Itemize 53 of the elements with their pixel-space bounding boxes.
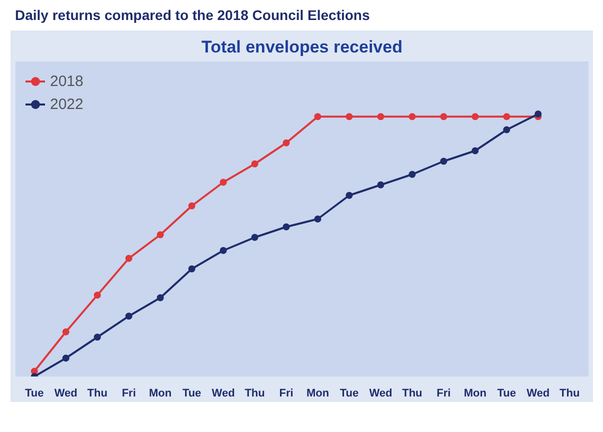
x-tick-label: Thu bbox=[244, 388, 265, 400]
point bbox=[346, 113, 353, 120]
x-tick-label: Tue bbox=[182, 388, 202, 400]
point bbox=[503, 113, 510, 120]
point bbox=[472, 113, 479, 120]
x-tick-label: Tue bbox=[497, 388, 516, 400]
point bbox=[440, 113, 448, 120]
legend-label: 2022 bbox=[50, 96, 84, 112]
point bbox=[282, 223, 290, 230]
point bbox=[314, 113, 322, 120]
point bbox=[377, 181, 384, 188]
point bbox=[62, 354, 70, 362]
x-tick-label: Tue bbox=[25, 388, 44, 400]
point bbox=[220, 247, 227, 254]
x-tick-label: Tue bbox=[340, 388, 359, 400]
point bbox=[472, 147, 479, 154]
point bbox=[282, 139, 290, 146]
x-tick-label: Mon bbox=[464, 388, 487, 400]
chart-title: Total envelopes received bbox=[202, 38, 402, 56]
point bbox=[314, 216, 322, 222]
x-tick-label: Thu bbox=[560, 388, 580, 400]
point bbox=[125, 254, 132, 262]
point bbox=[156, 231, 164, 238]
legend-label: 2018 bbox=[50, 72, 84, 90]
point bbox=[503, 126, 510, 134]
x-tick-label: Fri bbox=[122, 388, 136, 400]
x-tick-label: Wed bbox=[526, 388, 550, 400]
point bbox=[377, 113, 384, 120]
point bbox=[94, 292, 101, 299]
x-tick-label: Mon bbox=[306, 388, 330, 400]
point bbox=[534, 110, 542, 118]
point bbox=[346, 192, 353, 199]
point bbox=[408, 113, 416, 120]
x-tick-label: Thu bbox=[402, 388, 422, 400]
x-tick-label: Fri bbox=[436, 388, 451, 400]
point bbox=[251, 234, 258, 241]
point bbox=[94, 334, 101, 341]
x-tick-label: Mon bbox=[149, 388, 172, 400]
point bbox=[251, 160, 258, 168]
x-tick-label: Wed bbox=[212, 388, 235, 400]
point bbox=[220, 178, 227, 186]
point bbox=[156, 294, 164, 302]
point bbox=[188, 265, 196, 272]
point bbox=[125, 312, 132, 320]
point bbox=[62, 328, 70, 336]
point bbox=[440, 158, 448, 165]
x-tick-label: Fri bbox=[279, 388, 294, 400]
text: Daily returns compared to the 2018 Council Elections bbox=[15, 6, 370, 25]
point bbox=[408, 170, 416, 178]
x-tick-label: Wed bbox=[54, 388, 78, 400]
point bbox=[188, 202, 196, 210]
x-tick-label: Wed bbox=[369, 388, 392, 400]
x-tick-label: Thu bbox=[87, 388, 108, 400]
